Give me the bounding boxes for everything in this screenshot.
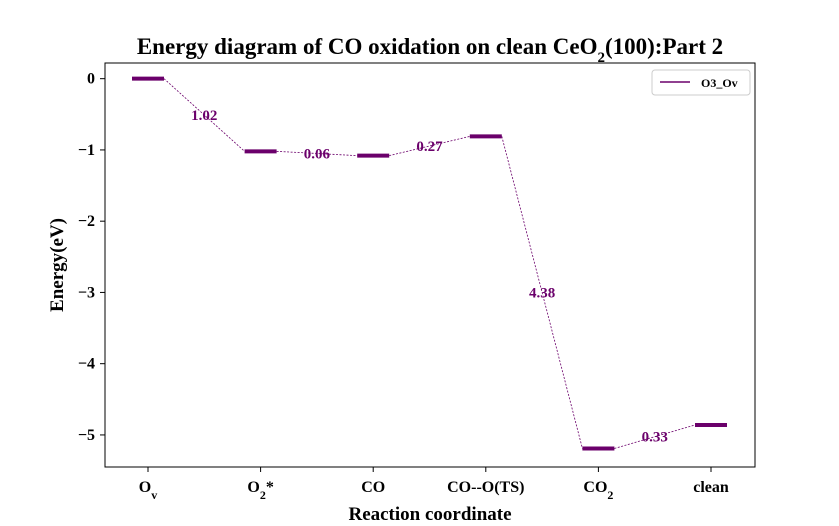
energy-levels — [132, 76, 727, 451]
x-tick-label: CO — [361, 479, 385, 496]
legend-label: O3_Ov — [701, 76, 738, 90]
x-tick-label: O2* — [247, 479, 273, 502]
y-axis-label: Energy(eV) — [47, 218, 68, 312]
y-tick-label: 0 — [87, 71, 95, 88]
x-tick-label: CO2 — [583, 479, 613, 502]
legend: O3_Ov — [651, 69, 751, 96]
barrier-label: 0.06 — [304, 146, 331, 162]
barrier-label: 4.38 — [529, 285, 555, 301]
y-tick-label: −4 — [78, 356, 95, 373]
x-tick-label: CO--O(TS) — [447, 479, 524, 496]
connector-lines — [163, 78, 696, 449]
x-axis-ticks: Ov O2* CO CO--O(TS) CO2 clean — [139, 467, 729, 502]
x-tick-label: clean — [693, 479, 729, 496]
x-axis-label: Reaction coordinate — [348, 504, 511, 525]
y-axis-ticks: 0 −1 −2 −3 −4 −5 — [78, 71, 105, 444]
y-tick-label: −2 — [78, 213, 95, 230]
y-tick-label: −1 — [78, 142, 95, 159]
x-tick-label: Ov — [139, 479, 157, 502]
y-tick-label: −3 — [78, 284, 95, 301]
barrier-label: 0.33 — [642, 430, 668, 446]
barrier-label: 1.02 — [191, 108, 217, 124]
barrier-annotations: 1.02 0.06 0.27 4.38 0.33 — [191, 108, 668, 446]
connector-line — [501, 136, 583, 449]
connector-line — [163, 78, 245, 152]
plot-frame — [104, 62, 756, 468]
barrier-label: 0.27 — [416, 139, 443, 155]
chart-title: Energy diagram of CO oxidation on clean … — [137, 34, 723, 66]
legend-box — [651, 69, 751, 96]
y-tick-label: −5 — [78, 427, 95, 444]
connector-line — [276, 150, 358, 157]
